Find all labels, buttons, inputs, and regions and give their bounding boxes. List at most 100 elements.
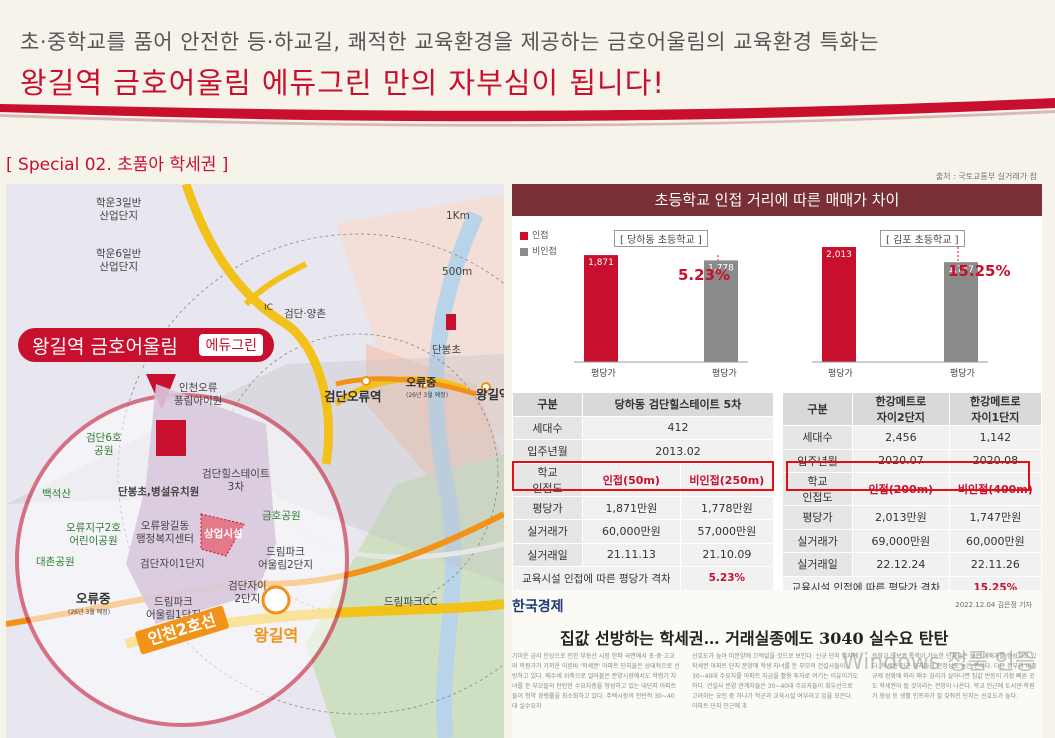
map-label-oryu-jigu: 오류지구2호 어린이공원	[66, 522, 121, 547]
section-title: [ Special 02. 초품아 학세권 ]	[6, 155, 229, 175]
table-right-cell-0-1: 1,142	[948, 425, 1043, 450]
legend-swatch-non-adjacent	[520, 247, 528, 256]
table-left-header-0: 구분	[512, 392, 583, 417]
map-label-hakeum6: 학운6일반 산업단지	[96, 248, 142, 273]
table-left-footer-value: 5.23%	[679, 566, 775, 591]
watermark: Windows 정품 인증	[842, 650, 1036, 675]
chart-annotation-right: 15.25%	[948, 262, 1011, 280]
map-label-geomdan1: 검단자이1단지	[140, 558, 205, 570]
bar-0-adjacent	[584, 255, 618, 362]
bar-1-adjacent	[822, 246, 856, 362]
table-right-cell-0-0: 2,456	[852, 425, 950, 450]
news-column-1: 기미운 금리 인상으로 인한 부동산 시장 한파 국면에서 초·중·고교와 학원…	[512, 653, 680, 710]
station-geomdan-oryu: 검단오류역	[324, 389, 382, 404]
table-left-cell-3-0: 1,871만원	[582, 495, 681, 520]
table-left-row-label-0: 세대수	[512, 415, 583, 440]
header-title: 왕길역 금호어울림 에듀그린 만의 자부심이 됩니다!	[20, 66, 665, 100]
map-label-geum-park: 금호공원	[262, 510, 301, 522]
chart-legend: 인접 비인접	[520, 228, 557, 260]
location-map: 학운3일반 산업단지 학운6일반 산업단지 1Km 500m IC 검단·양촌 단봉…	[6, 184, 504, 738]
complex-callout: 왕길역 금호어울림 에듀그린	[18, 328, 274, 362]
map-label-incheon-oryu: 인천오류 풍림아이원	[174, 382, 223, 407]
map-label-1km: 1Km	[446, 210, 470, 222]
xlabel-right-non: 평당가	[950, 369, 975, 379]
table-right-cell-3-1: 1,747만원	[948, 505, 1043, 530]
table-right-row-label-0: 세대수	[782, 425, 853, 450]
bar-0-non-adjacent	[704, 260, 738, 362]
callout-name: 왕길역 금호어울림	[32, 336, 178, 358]
map-label-daechon: 대촌공원	[36, 556, 75, 568]
table-right-cell-3-0: 2,013만원	[852, 505, 950, 530]
bar-label-1-1: 1,747	[948, 265, 974, 275]
table-right-row-label-3: 평당가	[782, 505, 853, 530]
map-label-danbong: 단봉초	[432, 344, 461, 356]
table-left-row-label-5: 실거래일	[512, 542, 583, 567]
legend-adjacent: 인접	[532, 231, 549, 241]
table-left-row-label-1: 입주년월	[512, 439, 583, 464]
table-right-row-label-5: 실거래일	[782, 552, 853, 577]
table-left-cell-1-0: 2013.02	[582, 439, 774, 464]
header-subtitle: 초·중학교를 품어 안전한 등·하교길, 쾌적한 교육환경을 제공하는 금호어울…	[20, 30, 880, 54]
news-clipping: 한국경제 2022.12.04 김은정 기자 집값 선방하는 학세권… 거래실종…	[512, 590, 1042, 738]
map-label-oryu-center: 오류왕길동 행정복지센터	[136, 520, 194, 545]
source-note: 출처 : 국토교통부 실거래가 참	[935, 172, 1037, 181]
header-swoosh	[0, 98, 1055, 127]
map-label-dreampark-cc: 드림파크CC	[384, 596, 438, 608]
xlabel-left-non: 평당가	[712, 369, 737, 379]
school-label-right: [ 김포 초등학교 ]	[880, 230, 965, 247]
callout-tag: 에듀그린	[198, 333, 264, 357]
bar-label-0-0: 1,871	[588, 258, 614, 268]
highlight-box-right	[786, 461, 1030, 491]
table-left-row-label-3: 평당가	[512, 495, 583, 520]
news-column-2: 선호도가 높아 미분양에 끄떡없을 것으로 보인다. 신규 단지 입지에 학세권…	[692, 653, 859, 710]
map-label-hakeum3: 학운3일반 산업단지	[96, 197, 142, 222]
map-label-oryu-jung-top: 오류중	[406, 376, 437, 389]
map-label-geomdan-yangchon: 검단·양촌	[284, 308, 326, 320]
map-label-oryu-jung-note: (26년 3월 예정)	[68, 609, 111, 616]
map-label-commercial: 상업시설	[204, 528, 243, 540]
chart-annotation-left: 5.23%	[678, 266, 731, 284]
news-date: 2022.12.04 김은정 기자	[955, 601, 1032, 609]
table-left-cell-5-0: 21.11.13	[582, 542, 681, 567]
table-left-cell-4-1: 57,000만원	[679, 519, 775, 544]
xlabel-right-adj: 평당가	[828, 369, 853, 379]
table-left-header-1: 당하동 검단힐스테이트 5차	[582, 392, 774, 417]
table-left-cell-5-1: 21.10.09	[679, 542, 775, 567]
station-wanggil: 왕길역	[254, 626, 299, 645]
table-left: 구분 당하동 검단힐스테이트 5차 세대수 412 입주년월 2013.02 학교 인접도 인접…	[512, 392, 775, 591]
table-right-cell-4-1: 60,000만원	[948, 528, 1043, 553]
news-column-3: 등학교 도보권 통학이 가능한 단지들은 높은 매매가를 형성하고 있다. 학세…	[872, 653, 1037, 700]
table-right-cell-1-1: 2020.08	[948, 448, 1043, 473]
map-label-geomdan2: 검단자이 2단지	[228, 580, 267, 605]
table-left-cell-4-0: 60,000만원	[582, 519, 681, 544]
legend-non-adjacent: 비인접	[532, 247, 557, 257]
map-graphics	[6, 184, 504, 738]
news-logo: 한국경제	[512, 599, 564, 615]
map-label-geomdan-hills: 검단힐스테이트 3차	[202, 468, 270, 493]
map-label-geomdan6: 검단6호 공원	[86, 432, 122, 457]
map-label-ic: IC	[264, 303, 273, 313]
panel-title: 초등학교 인접 거리에 따른 매매가 차이	[512, 184, 1042, 216]
table-right-cell-5-1: 22.11.26	[948, 552, 1043, 577]
map-label-dreampark2: 드림파크 어울림2단지	[258, 546, 313, 571]
table-left-footer-label: 교육시설 인접에 따른 평당가 격차	[512, 566, 681, 591]
station-wanggil-top: 왕길역	[476, 387, 504, 402]
table-right-cell-4-0: 69,000만원	[852, 528, 950, 553]
highlight-box-left	[512, 461, 774, 491]
table-left-cell-0-0: 412	[582, 415, 774, 440]
map-label-oryu-jung-top-note: (26년 3월 예정)	[406, 392, 449, 399]
map-label-oryu-jung: 오류중	[76, 591, 111, 606]
table-right-row-label-1: 입주년월	[782, 448, 853, 473]
xlabel-left-adj: 평당가	[591, 369, 616, 379]
table-right-row-label-4: 실거래가	[782, 528, 853, 553]
table-right-header-1: 한강메트로 자이2단지	[852, 392, 950, 426]
school-label-left: [ 당하동 초등학교 ]	[614, 230, 708, 247]
price-chart: 1,871 1,778 2,013 1,747	[574, 246, 988, 363]
map-label-baekseok: 백석산	[42, 488, 71, 500]
news-headline: 집값 선방하는 학세권… 거래실종에도 3040 실수요 탄탄	[560, 629, 949, 648]
bar-label-0-1: 1,778	[708, 263, 734, 273]
table-right-cell-5-0: 22.12.24	[852, 552, 950, 577]
table-right-header-0: 구분	[782, 392, 853, 426]
table-right-header-2: 한강메트로 자이1단지	[948, 392, 1043, 426]
legend-swatch-adjacent	[520, 231, 528, 240]
